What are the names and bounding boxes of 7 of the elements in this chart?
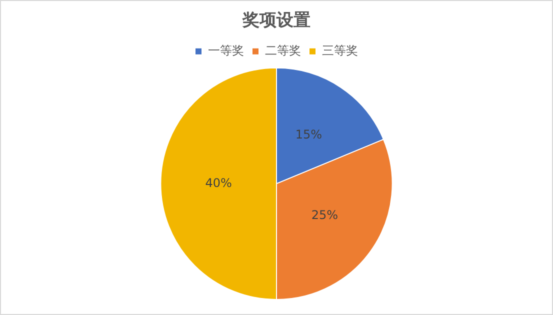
data-label: 25% bbox=[311, 208, 338, 222]
legend-label: 三等奖 bbox=[322, 44, 358, 58]
legend-label: 一等奖 bbox=[208, 44, 244, 58]
data-label: 40% bbox=[205, 176, 232, 190]
data-label: 15% bbox=[295, 128, 322, 142]
legend-label: 二等奖 bbox=[265, 44, 301, 58]
chart-title: 奖项设置 bbox=[242, 10, 310, 31]
